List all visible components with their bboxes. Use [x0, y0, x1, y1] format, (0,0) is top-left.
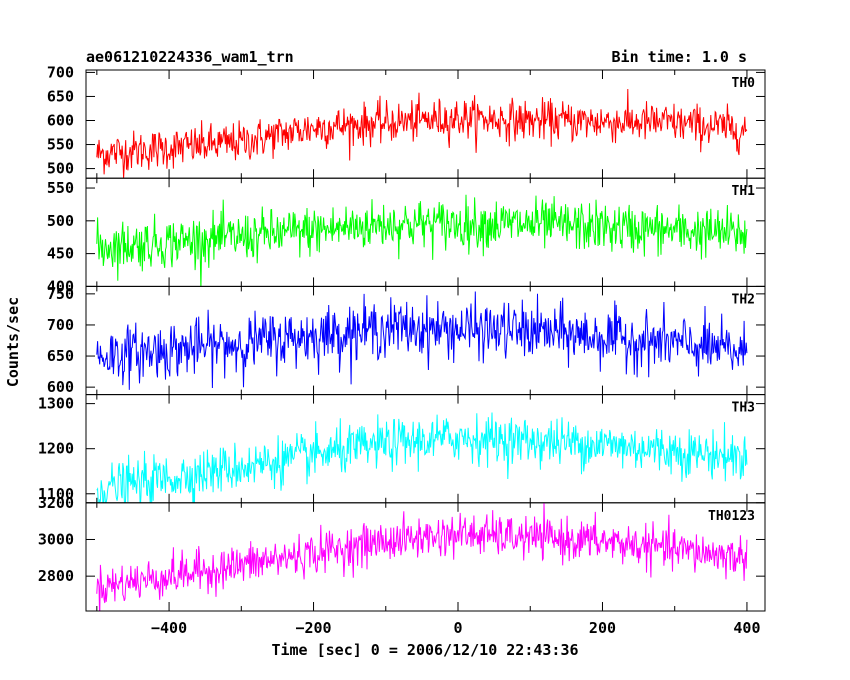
y-tick-label: 700	[47, 63, 74, 81]
series-line-th0123	[96, 502, 748, 611]
panel-label-th1: TH1	[732, 184, 756, 199]
panel-label-th0: TH0	[732, 76, 756, 91]
y-tick-label: 700	[47, 316, 74, 334]
panel-frame	[85, 502, 766, 612]
panel-th2: TH2 600 650 700 750	[47, 285, 766, 396]
y-tick-label: 600	[47, 378, 74, 396]
x-tick-label: 0	[453, 619, 462, 637]
panel-th0123: TH0123 2800 3000 3200	[38, 494, 766, 612]
y-tick-label: 1200	[38, 440, 74, 458]
y-tick-label: 550	[47, 136, 74, 154]
panel-th3: TH3 1100 1200 1300	[38, 394, 766, 504]
x-axis-label: Time [sec] 0 = 2006/12/10 22:43:36	[271, 641, 578, 659]
panel-label-th3: TH3	[732, 401, 755, 416]
panel-frame	[85, 69, 766, 179]
x-tick-label: −400	[151, 619, 187, 637]
panel-th1: TH1 400 450 500 550	[47, 177, 766, 295]
y-tick-label: 550	[47, 179, 74, 197]
y-tick-label: 3200	[38, 494, 74, 512]
y-tick-label: 500	[47, 212, 74, 230]
y-tick-label: 600	[47, 111, 74, 129]
panel-label-th0123: TH0123	[708, 509, 755, 524]
chart-title: ae061210224336_wam1_trn	[86, 48, 294, 66]
x-tick-label: 200	[589, 619, 616, 637]
y-tick-label: 1100	[38, 485, 74, 503]
x-tick-label: −200	[295, 619, 331, 637]
panel-label-th2: TH2	[732, 292, 755, 307]
series-line-th1	[96, 194, 748, 287]
series-line-th0	[96, 88, 748, 179]
series-line-th2	[96, 291, 748, 390]
y-tick-label: 750	[47, 285, 74, 303]
y-tick-label: 2800	[38, 567, 74, 585]
panel-th0: TH0 500 550 600 650 700	[47, 63, 766, 179]
y-tick-label: 650	[47, 347, 74, 365]
panels-group: TH0500550600650700TH1400450500550TH26006…	[38, 63, 766, 637]
y-tick-label: 1300	[38, 395, 74, 413]
bin-time-label: Bin time: 1.0 s	[612, 48, 747, 66]
x-tick-label: 400	[733, 619, 760, 637]
y-tick-label: 500	[47, 160, 74, 178]
panel-frame	[85, 285, 766, 396]
y-tick-label: 3000	[38, 530, 74, 548]
y-tick-label: 400	[47, 277, 74, 295]
y-tick-label: 650	[47, 87, 74, 105]
y-axis-label: Counts/sec	[4, 297, 22, 387]
series-line-th3	[96, 412, 748, 503]
y-tick-label: 450	[47, 245, 74, 263]
